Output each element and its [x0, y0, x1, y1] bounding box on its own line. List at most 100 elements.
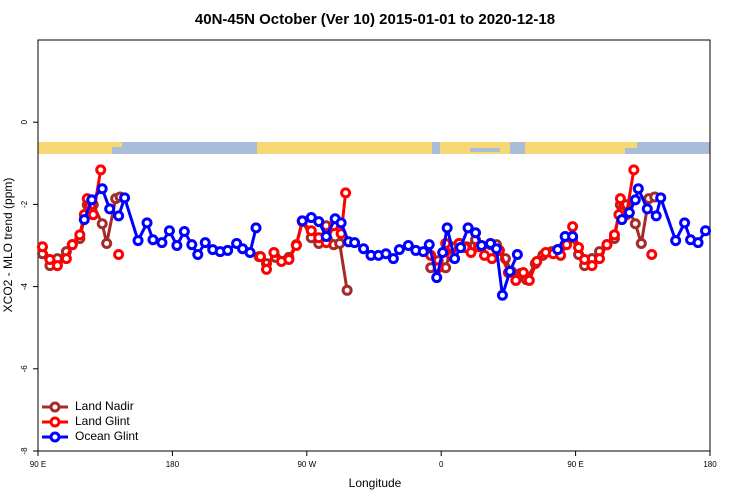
y-tick-label: -4 [20, 282, 29, 290]
data-point [255, 251, 267, 263]
data-point [614, 193, 626, 205]
data-point [178, 226, 190, 238]
data-point [629, 218, 641, 230]
data-point [87, 209, 99, 221]
data-point [283, 253, 295, 265]
x-tick-label: 180 [703, 460, 717, 469]
data-point [44, 253, 56, 265]
data-point [561, 239, 573, 251]
data-point [510, 274, 522, 286]
data-point [51, 260, 63, 272]
data-point [113, 249, 125, 261]
data-point [290, 240, 302, 251]
data-point [101, 237, 113, 249]
chart-title: 40N-45N October (Ver 10) 2015-01-01 to 2… [195, 11, 555, 28]
data-point [431, 272, 443, 284]
data-point [629, 194, 641, 206]
x-tick-label: 90 E [30, 460, 46, 469]
data-point [567, 221, 579, 233]
data-point [586, 260, 598, 272]
data-point [104, 203, 116, 215]
data-point [423, 239, 435, 251]
data-point [320, 230, 332, 242]
data-point [268, 246, 280, 258]
data-point [119, 192, 131, 204]
data-point [222, 244, 234, 256]
data-point [74, 229, 86, 241]
data-point [192, 249, 204, 261]
data-point [305, 225, 317, 237]
data-point [96, 218, 108, 230]
data-point [552, 244, 564, 256]
data-point [523, 274, 535, 286]
data-point [349, 237, 361, 249]
data-point [449, 253, 461, 265]
data-point [335, 217, 347, 229]
data-point [670, 235, 682, 247]
data-point [244, 246, 256, 258]
x-tick-label: 180 [166, 460, 180, 469]
data-point [340, 187, 352, 199]
data-point [628, 164, 640, 176]
data-point [579, 253, 591, 265]
data-point [334, 237, 346, 249]
surface-band [38, 142, 710, 154]
data-point [573, 242, 585, 254]
data-point [393, 244, 405, 256]
data-point [700, 225, 712, 237]
x-tick-label: 90 W [297, 460, 316, 469]
data-point [692, 237, 704, 249]
data-point [86, 194, 98, 206]
data-point [141, 217, 153, 229]
x-tick-label: 0 [439, 460, 444, 469]
data-point [455, 242, 467, 254]
data-point [470, 227, 482, 239]
data-point [156, 237, 168, 249]
data-point [78, 214, 90, 226]
data-point [171, 240, 183, 251]
data-point [60, 253, 72, 265]
data-point [486, 253, 498, 265]
data-point [593, 253, 605, 265]
data-point [496, 289, 508, 301]
legend-marker [49, 416, 61, 428]
data-point [646, 249, 658, 261]
data-point [567, 230, 579, 242]
x-axis-label: Longitude [349, 476, 402, 490]
x-tick-label: 90 E [567, 460, 583, 469]
data-point [608, 229, 620, 241]
y-axis-label: XCO2 - MLO trend (ppm) [1, 178, 15, 313]
data-point [66, 239, 78, 251]
data-point [504, 265, 516, 277]
legend-marker [49, 401, 61, 413]
data-point [476, 240, 488, 251]
data-point [632, 183, 644, 195]
data-point [490, 243, 502, 255]
data-point [655, 192, 667, 204]
data-point [601, 239, 613, 251]
data-point [531, 256, 543, 268]
data-point [296, 215, 308, 227]
legend-label: Ocean Glint [75, 429, 139, 443]
data-point [641, 203, 653, 215]
data-point [341, 284, 353, 296]
data-point [616, 214, 628, 226]
data-point [36, 241, 48, 253]
legend-label: Land Glint [75, 414, 130, 428]
data-point [402, 240, 414, 251]
y-tick-label: -2 [20, 200, 29, 208]
y-tick-label: -6 [20, 365, 29, 373]
data-point [250, 222, 262, 234]
data-point [199, 237, 211, 249]
data-point [679, 217, 691, 229]
data-point [511, 249, 523, 261]
data-point [437, 246, 449, 258]
data-point [623, 207, 635, 219]
y-tick-label: 0 [20, 119, 29, 124]
data-point [96, 183, 108, 195]
data-point [313, 216, 325, 228]
data-point [358, 243, 370, 255]
data-point [635, 237, 647, 249]
data-point [132, 235, 144, 247]
